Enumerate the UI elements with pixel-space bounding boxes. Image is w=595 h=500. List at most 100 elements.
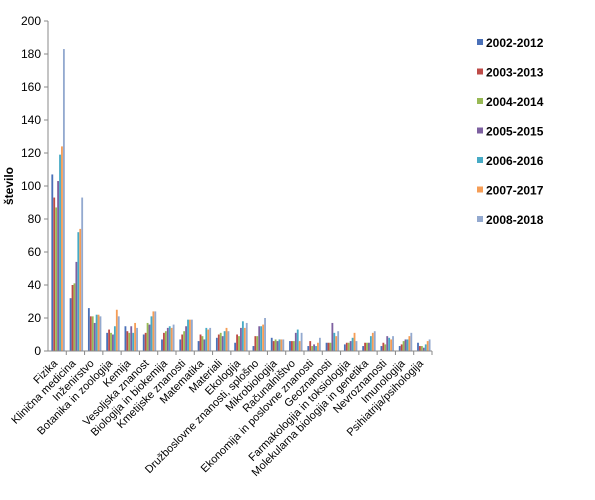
bar bbox=[201, 336, 204, 351]
bar bbox=[154, 311, 157, 351]
bar bbox=[329, 342, 332, 351]
bar bbox=[311, 346, 314, 351]
bar bbox=[87, 308, 90, 351]
bar bbox=[112, 334, 114, 351]
bar bbox=[252, 346, 255, 351]
bar bbox=[298, 341, 301, 351]
bar bbox=[221, 336, 224, 351]
bar bbox=[296, 329, 299, 351]
bar bbox=[161, 339, 163, 351]
legend-swatch bbox=[477, 68, 483, 75]
bar bbox=[207, 329, 210, 351]
bar bbox=[291, 341, 293, 351]
bar bbox=[142, 334, 145, 351]
bar bbox=[238, 336, 240, 351]
bar bbox=[215, 337, 218, 351]
bar bbox=[130, 326, 133, 351]
bar bbox=[380, 346, 383, 351]
bar bbox=[209, 327, 212, 351]
y-tick-label: 140 bbox=[21, 113, 41, 127]
bar bbox=[81, 197, 84, 351]
bar bbox=[404, 339, 407, 351]
bar bbox=[95, 314, 98, 351]
legend-label: 2007-2017 bbox=[486, 184, 544, 198]
bar bbox=[117, 316, 120, 351]
bar bbox=[61, 146, 63, 351]
bar bbox=[282, 339, 285, 351]
bar bbox=[69, 298, 72, 351]
legend-label: 2006-2016 bbox=[486, 154, 544, 168]
bar bbox=[185, 326, 188, 351]
bar bbox=[347, 342, 350, 351]
bar bbox=[398, 346, 401, 351]
bar bbox=[190, 319, 193, 351]
bar bbox=[168, 326, 171, 351]
bar bbox=[419, 346, 421, 351]
bar bbox=[422, 347, 425, 351]
bar bbox=[369, 336, 372, 351]
bar bbox=[349, 341, 352, 351]
bar bbox=[79, 228, 82, 351]
bar bbox=[152, 311, 155, 351]
y-tick-label: 120 bbox=[21, 146, 41, 160]
bar bbox=[406, 339, 409, 351]
bar bbox=[417, 342, 419, 351]
bar bbox=[110, 332, 112, 351]
bar bbox=[108, 329, 110, 351]
bar bbox=[146, 322, 149, 351]
legend-swatch bbox=[477, 127, 483, 134]
bar bbox=[240, 327, 242, 351]
bar bbox=[272, 341, 275, 351]
bar bbox=[234, 342, 237, 351]
bar bbox=[166, 327, 169, 351]
bar bbox=[55, 207, 58, 351]
bar bbox=[294, 332, 297, 351]
legend-swatch bbox=[477, 216, 483, 222]
legend-swatch bbox=[477, 98, 483, 104]
bar bbox=[345, 342, 348, 351]
bar bbox=[292, 341, 295, 351]
bar bbox=[62, 49, 65, 352]
bar bbox=[172, 324, 175, 351]
bar bbox=[276, 341, 279, 351]
bar bbox=[402, 341, 405, 351]
bar bbox=[163, 332, 165, 351]
bar bbox=[128, 332, 131, 351]
bar bbox=[256, 336, 259, 351]
bar bbox=[91, 316, 94, 351]
bar bbox=[289, 341, 291, 351]
bar bbox=[371, 332, 374, 351]
bar bbox=[390, 339, 393, 351]
bar bbox=[315, 346, 317, 351]
bar bbox=[331, 322, 334, 351]
bar bbox=[243, 327, 246, 351]
legend: 2002-2012 2003-2013 2004-2014 2005-2015 2006… bbox=[477, 36, 544, 227]
bar bbox=[126, 331, 129, 351]
bar bbox=[420, 346, 423, 351]
bar bbox=[57, 181, 60, 351]
y-axis-ticks: 0 20 40 60 80 100 120 140 160 180 200 bbox=[21, 14, 48, 358]
bar bbox=[355, 341, 358, 351]
bar bbox=[317, 342, 319, 351]
bar bbox=[364, 342, 366, 351]
legend-label: 2002-2012 bbox=[486, 36, 544, 50]
y-tick-label: 180 bbox=[21, 47, 41, 61]
bar bbox=[335, 336, 338, 351]
legend-label: 2005-2015 bbox=[486, 125, 544, 139]
y-tick-label: 20 bbox=[28, 311, 42, 325]
bar bbox=[254, 336, 257, 351]
bar bbox=[241, 321, 244, 351]
y-tick-label: 80 bbox=[28, 212, 42, 226]
bar bbox=[227, 331, 230, 351]
bar bbox=[179, 339, 182, 351]
bar bbox=[307, 346, 310, 351]
bar bbox=[205, 327, 208, 351]
bar bbox=[280, 339, 283, 351]
axes-layer bbox=[47, 21, 432, 352]
bar bbox=[351, 337, 354, 351]
bar bbox=[362, 346, 365, 351]
bar bbox=[170, 327, 173, 351]
